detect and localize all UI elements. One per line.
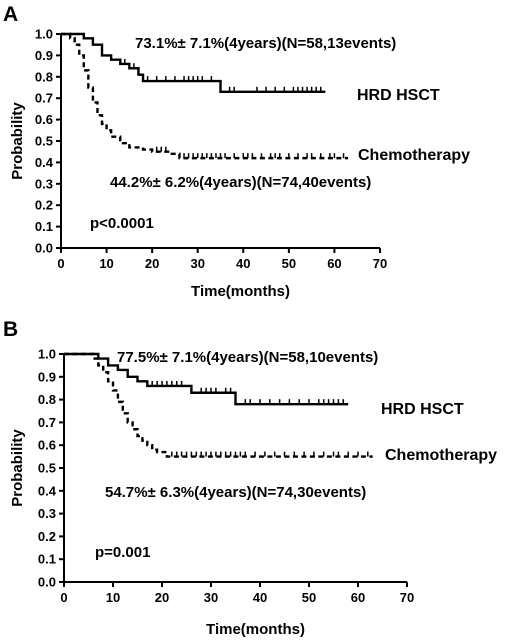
x-tick-label: 20 [145,256,159,271]
panel-a: A 0.0 0.1 0.2 0.3 0.4 0.5 0.6 0.7 0.8 0.9 1.0 0 10 20 3… [3,3,470,300]
y-tick-label: 0.7 [35,91,53,106]
x-tick-label: 50 [282,256,296,271]
x-tick-label: 10 [106,590,120,605]
y-tick-label: 0.6 [35,112,53,127]
y-axis-title: Probability [9,429,26,507]
x-axis-title: Time(months) [206,621,305,638]
x-tick-label: 0 [60,590,67,605]
y-tick-label: 0.1 [35,219,53,234]
x-axis-title: Time(months) [191,283,290,300]
series-label-hrd-hsct: HRD HSCT [381,401,464,418]
panel-b: B 0.0 0.1 0.2 0.3 0.4 0.5 0.6 0.7 0.8 0.9 1.0 0 10 20 3… [3,318,497,638]
p-value-label: p<0.0001 [90,215,154,232]
x-tick-label: 40 [236,256,250,271]
y-axis-title: Probability [9,102,26,180]
x-tick-label: 30 [204,590,218,605]
y-tick-label: 0.4 [35,155,54,170]
annotation-chemotherapy-stats: 44.2%± 6.2%(4years)(N=74,40events) [110,174,371,191]
annotation-hrd-hsct-stats: 73.1%± 7.1%(4years)(N=58,13events) [135,35,396,52]
panel-letter: A [3,3,18,26]
x-tick-label: 60 [351,590,365,605]
survival-curve-hrd-hsct [61,32,326,93]
survival-curve-chemotherapy [61,32,349,160]
y-tick-label: 0.6 [38,438,56,453]
y-tick-label: 0.0 [35,241,53,256]
y-tick-label: 0.8 [38,392,56,407]
x-tick-label: 20 [155,590,169,605]
series-label-chemotherapy: Chemotherapy [358,147,470,164]
y-tick-label: 0.3 [38,506,56,521]
y-tick-label: 0.5 [38,461,56,476]
y-tick-label: 0.4 [38,483,57,498]
x-tick-label: 70 [400,590,414,605]
series-label-hrd-hsct: HRD HSCT [357,87,440,104]
y-tick-label: 0.2 [35,198,53,213]
y-tick-label: 0.8 [35,69,53,84]
y-tick-label: 0.7 [38,415,56,430]
x-tick-label: 0 [57,256,64,271]
y-tick-label: 0.9 [38,369,56,384]
y-tick-label: 0.1 [38,552,56,567]
p-value-label: p=0.001 [95,544,150,561]
x-tick-label: 40 [253,590,267,605]
x-tick-label: 30 [190,256,204,271]
annotation-hrd-hsct-stats: 77.5%± 7.1%(4years)(N=58,10events) [117,349,378,366]
y-tick-label: 1.0 [38,347,56,362]
series-label-chemotherapy: Chemotherapy [385,447,497,464]
y-tick-label: 0.3 [35,176,53,191]
x-tick-label: 60 [327,256,341,271]
y-tick-label: 0.0 [38,575,56,590]
x-tick-label: 10 [99,256,113,271]
y-tick-label: 0.2 [38,529,56,544]
y-tick-label: 0.5 [35,134,53,149]
survival-curve-chemotherapy [64,352,373,458]
panel-letter: B [3,318,18,341]
y-tick-label: 0.9 [35,48,53,63]
annotation-chemotherapy-stats: 54.7%± 6.3%(4years)(N=74,30events) [105,484,366,501]
y-tick-label: 1.0 [35,27,53,42]
x-tick-label: 70 [373,256,387,271]
survival-curve-hrd-hsct [64,352,349,406]
x-tick-label: 50 [302,590,316,605]
